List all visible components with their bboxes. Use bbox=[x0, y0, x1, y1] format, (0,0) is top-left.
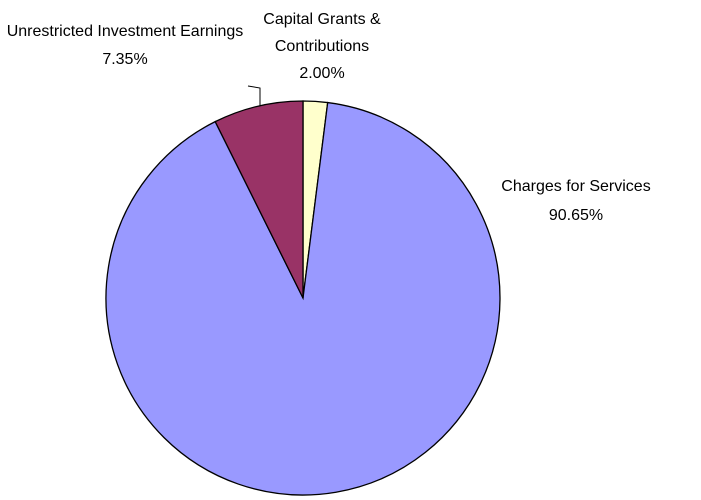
value-label: 7.35% bbox=[102, 51, 148, 68]
slice-label: Unrestricted Investment Earnings 7.35% bbox=[5, 18, 245, 74]
leader-line bbox=[247, 85, 261, 106]
pie-slice bbox=[105, 101, 501, 496]
category-label: Capital Grants & Contributions bbox=[263, 11, 381, 55]
category-label: Unrestricted Investment Earnings bbox=[6, 23, 244, 40]
slice-label: Charges for Services 90.65% bbox=[466, 172, 686, 230]
value-label: 90.65% bbox=[548, 207, 604, 224]
pie-slice bbox=[214, 100, 304, 299]
slice-label: Capital Grants & Contributions 2.00% bbox=[242, 6, 402, 87]
category-label: Charges for Services bbox=[501, 178, 651, 195]
value-label: 2.00% bbox=[299, 65, 345, 82]
